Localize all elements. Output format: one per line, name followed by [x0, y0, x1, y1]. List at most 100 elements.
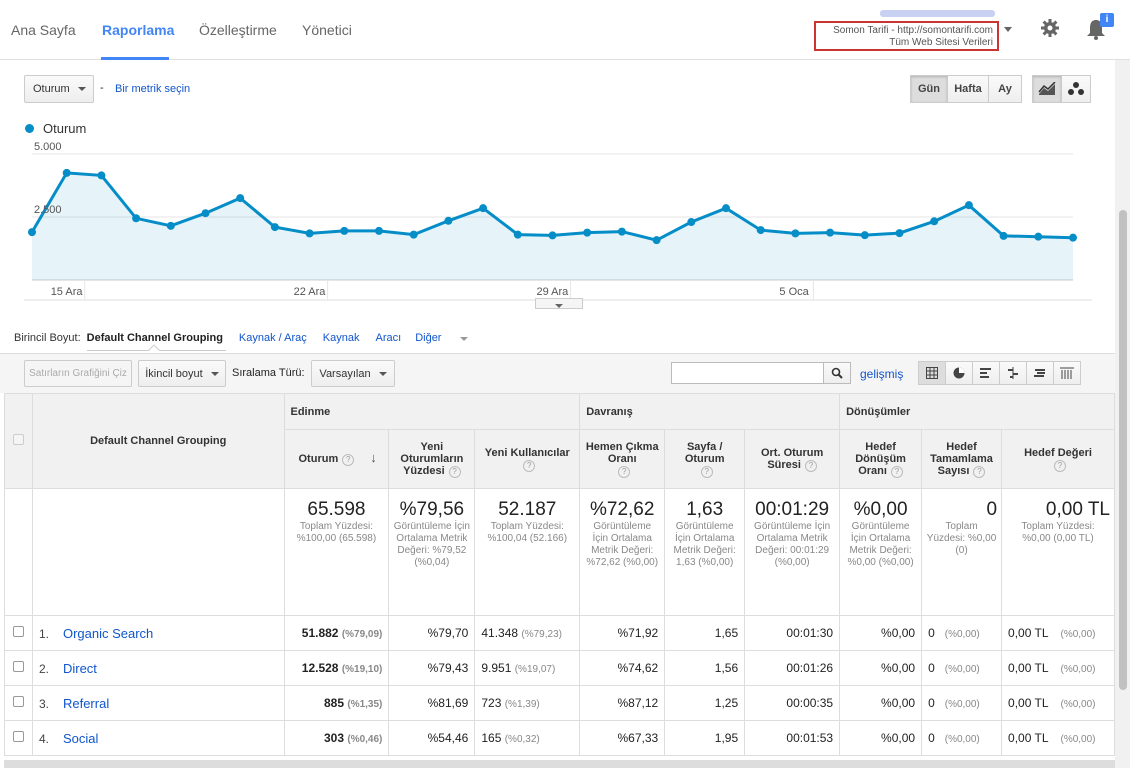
- advanced-filter-link[interactable]: gelişmiş: [860, 367, 904, 381]
- col-sessions[interactable]: Oturum? ↓: [283, 429, 390, 489]
- table-row[interactable]: 1. Organic Search 51.882 (%79,09) %79,70 …: [4, 615, 1115, 651]
- period-month-button[interactable]: Ay: [988, 75, 1022, 103]
- data-point[interactable]: [548, 231, 557, 240]
- view-comparison-button[interactable]: [999, 361, 1027, 385]
- data-point[interactable]: [166, 221, 175, 230]
- dimension-other[interactable]: Diğer: [415, 332, 484, 344]
- sort-type-select[interactable]: Varsayılan: [311, 360, 395, 387]
- period-day-button[interactable]: Gün: [910, 75, 948, 103]
- data-point[interactable]: [97, 171, 106, 180]
- help-icon[interactable]: ?: [618, 465, 631, 478]
- help-icon[interactable]: ?: [523, 459, 536, 472]
- help-icon[interactable]: ?: [342, 454, 355, 466]
- data-point[interactable]: [756, 226, 765, 235]
- data-point[interactable]: [930, 217, 939, 226]
- data-point[interactable]: [860, 231, 869, 240]
- data-point[interactable]: [791, 229, 800, 238]
- horizontal-scrollbar[interactable]: [4, 760, 1115, 768]
- select-all-checkbox[interactable]: [12, 434, 24, 445]
- data-point[interactable]: [270, 223, 279, 232]
- col-goal-value[interactable]: Hedef Değeri?: [1001, 429, 1115, 489]
- help-icon[interactable]: ?: [1054, 459, 1066, 472]
- help-icon[interactable]: ?: [890, 465, 903, 478]
- data-point[interactable]: [1034, 232, 1043, 241]
- data-point[interactable]: [62, 168, 71, 177]
- data-point[interactable]: [722, 204, 730, 213]
- col-goal-conv-rate[interactable]: Hedef Dönüşüm Oranı?: [839, 429, 923, 489]
- data-point[interactable]: [479, 204, 488, 213]
- row-channel-link[interactable]: Referral: [62, 695, 110, 711]
- dimension-source[interactable]: Kaynak: [322, 332, 360, 344]
- row-channel-link[interactable]: Organic Search: [62, 625, 154, 641]
- period-week-button[interactable]: Hafta: [947, 75, 989, 103]
- data-point[interactable]: [999, 231, 1008, 240]
- row-checkbox[interactable]: [12, 696, 24, 707]
- table-search-input[interactable]: [671, 362, 824, 384]
- row-checkbox[interactable]: [12, 731, 24, 742]
- data-point[interactable]: [1069, 233, 1077, 242]
- tab-customization[interactable]: Özelleştirme: [199, 22, 277, 38]
- search-button[interactable]: [823, 362, 851, 384]
- chart-area: [32, 172, 1073, 280]
- dimension-medium[interactable]: Aracı: [375, 332, 402, 344]
- plot-rows-button[interactable]: Satırların Grafiğini Çiz: [24, 360, 132, 387]
- tab-admin[interactable]: Yönetici: [302, 22, 352, 38]
- col-new-sessions[interactable]: Yeni Oturumların Yüzdesi?: [388, 429, 476, 489]
- data-point[interactable]: [895, 229, 904, 238]
- data-point[interactable]: [617, 227, 626, 236]
- data-point[interactable]: [826, 228, 835, 237]
- row-checkbox[interactable]: [12, 661, 24, 672]
- data-point[interactable]: [687, 218, 696, 227]
- table-row[interactable]: 2. Direct 12.528 (%19,10) %79,43 9.951 (%…: [4, 650, 1115, 686]
- data-point[interactable]: [964, 201, 973, 210]
- secondary-dimension-select[interactable]: İkincil boyut: [138, 360, 226, 387]
- chart-resize-handle[interactable]: [535, 298, 583, 309]
- view-pie-button[interactable]: [945, 361, 973, 385]
- row-channel-link[interactable]: Social: [62, 730, 99, 746]
- col-pages-session[interactable]: Sayfa / Oturum?: [664, 429, 746, 489]
- motion-chart-button[interactable]: [1061, 75, 1091, 103]
- row-checkbox[interactable]: [12, 626, 24, 637]
- line-chart-button[interactable]: [1032, 75, 1062, 103]
- metric-select[interactable]: Oturum: [24, 75, 94, 103]
- row-channel-link[interactable]: Direct: [62, 660, 97, 676]
- table-row[interactable]: 4. Social 303 (%0,46) %54,46 165 (%0,32) …: [4, 720, 1115, 756]
- dimension-default-channel[interactable]: Default Channel Grouping: [86, 332, 223, 344]
- data-point[interactable]: [444, 216, 453, 225]
- col-avg-duration[interactable]: Ort. Oturum Süresi?: [744, 429, 841, 489]
- data-point[interactable]: [236, 194, 245, 203]
- help-icon[interactable]: ?: [804, 459, 817, 472]
- data-point[interactable]: [305, 229, 314, 238]
- data-point[interactable]: [652, 236, 661, 245]
- pick-metric-link[interactable]: Bir metrik seçin: [115, 83, 191, 95]
- total-goal-completions: 0 Toplam Yüzdesi: %0,00 (0): [921, 488, 1003, 616]
- dimension-header[interactable]: Default Channel Grouping: [31, 393, 285, 489]
- view-performance-button[interactable]: [972, 361, 1000, 385]
- data-point[interactable]: [28, 228, 36, 237]
- view-pivot-button[interactable]: [1053, 361, 1081, 385]
- view-table-button[interactable]: [918, 361, 946, 385]
- help-icon[interactable]: ?: [973, 465, 986, 478]
- dimension-source-medium[interactable]: Kaynak / Araç: [238, 332, 307, 344]
- row-sessions: 51.882 (%79,09): [283, 615, 390, 651]
- scrollbar-thumb[interactable]: [1119, 210, 1127, 690]
- col-bounce-rate[interactable]: Hemen Çıkma Oranı?: [579, 429, 666, 489]
- data-point[interactable]: [201, 209, 210, 218]
- help-icon[interactable]: ?: [448, 465, 461, 478]
- data-point[interactable]: [583, 228, 592, 237]
- data-point[interactable]: [375, 226, 383, 235]
- data-point[interactable]: [340, 226, 349, 235]
- tab-reporting[interactable]: Raporlama: [102, 22, 175, 38]
- data-point[interactable]: [513, 230, 522, 239]
- chevron-down-icon[interactable]: [1004, 27, 1012, 32]
- account-selector[interactable]: Somon Tarifi - http://somontarifi.com Tü…: [814, 21, 999, 51]
- data-point[interactable]: [132, 214, 141, 223]
- table-row[interactable]: 3. Referral 885 (%1,35) %81,69 723 (%1,39…: [4, 685, 1115, 721]
- tab-home[interactable]: Ana Sayfa: [11, 22, 76, 38]
- col-new-users[interactable]: Yeni Kullanıcılar?: [474, 429, 581, 489]
- data-point[interactable]: [409, 230, 418, 239]
- view-term-cloud-button[interactable]: [1026, 361, 1054, 385]
- help-icon[interactable]: ?: [700, 465, 713, 478]
- gear-icon[interactable]: [1040, 18, 1060, 38]
- col-goal-completions[interactable]: Hedef Tamamlama Sayısı?: [921, 429, 1003, 489]
